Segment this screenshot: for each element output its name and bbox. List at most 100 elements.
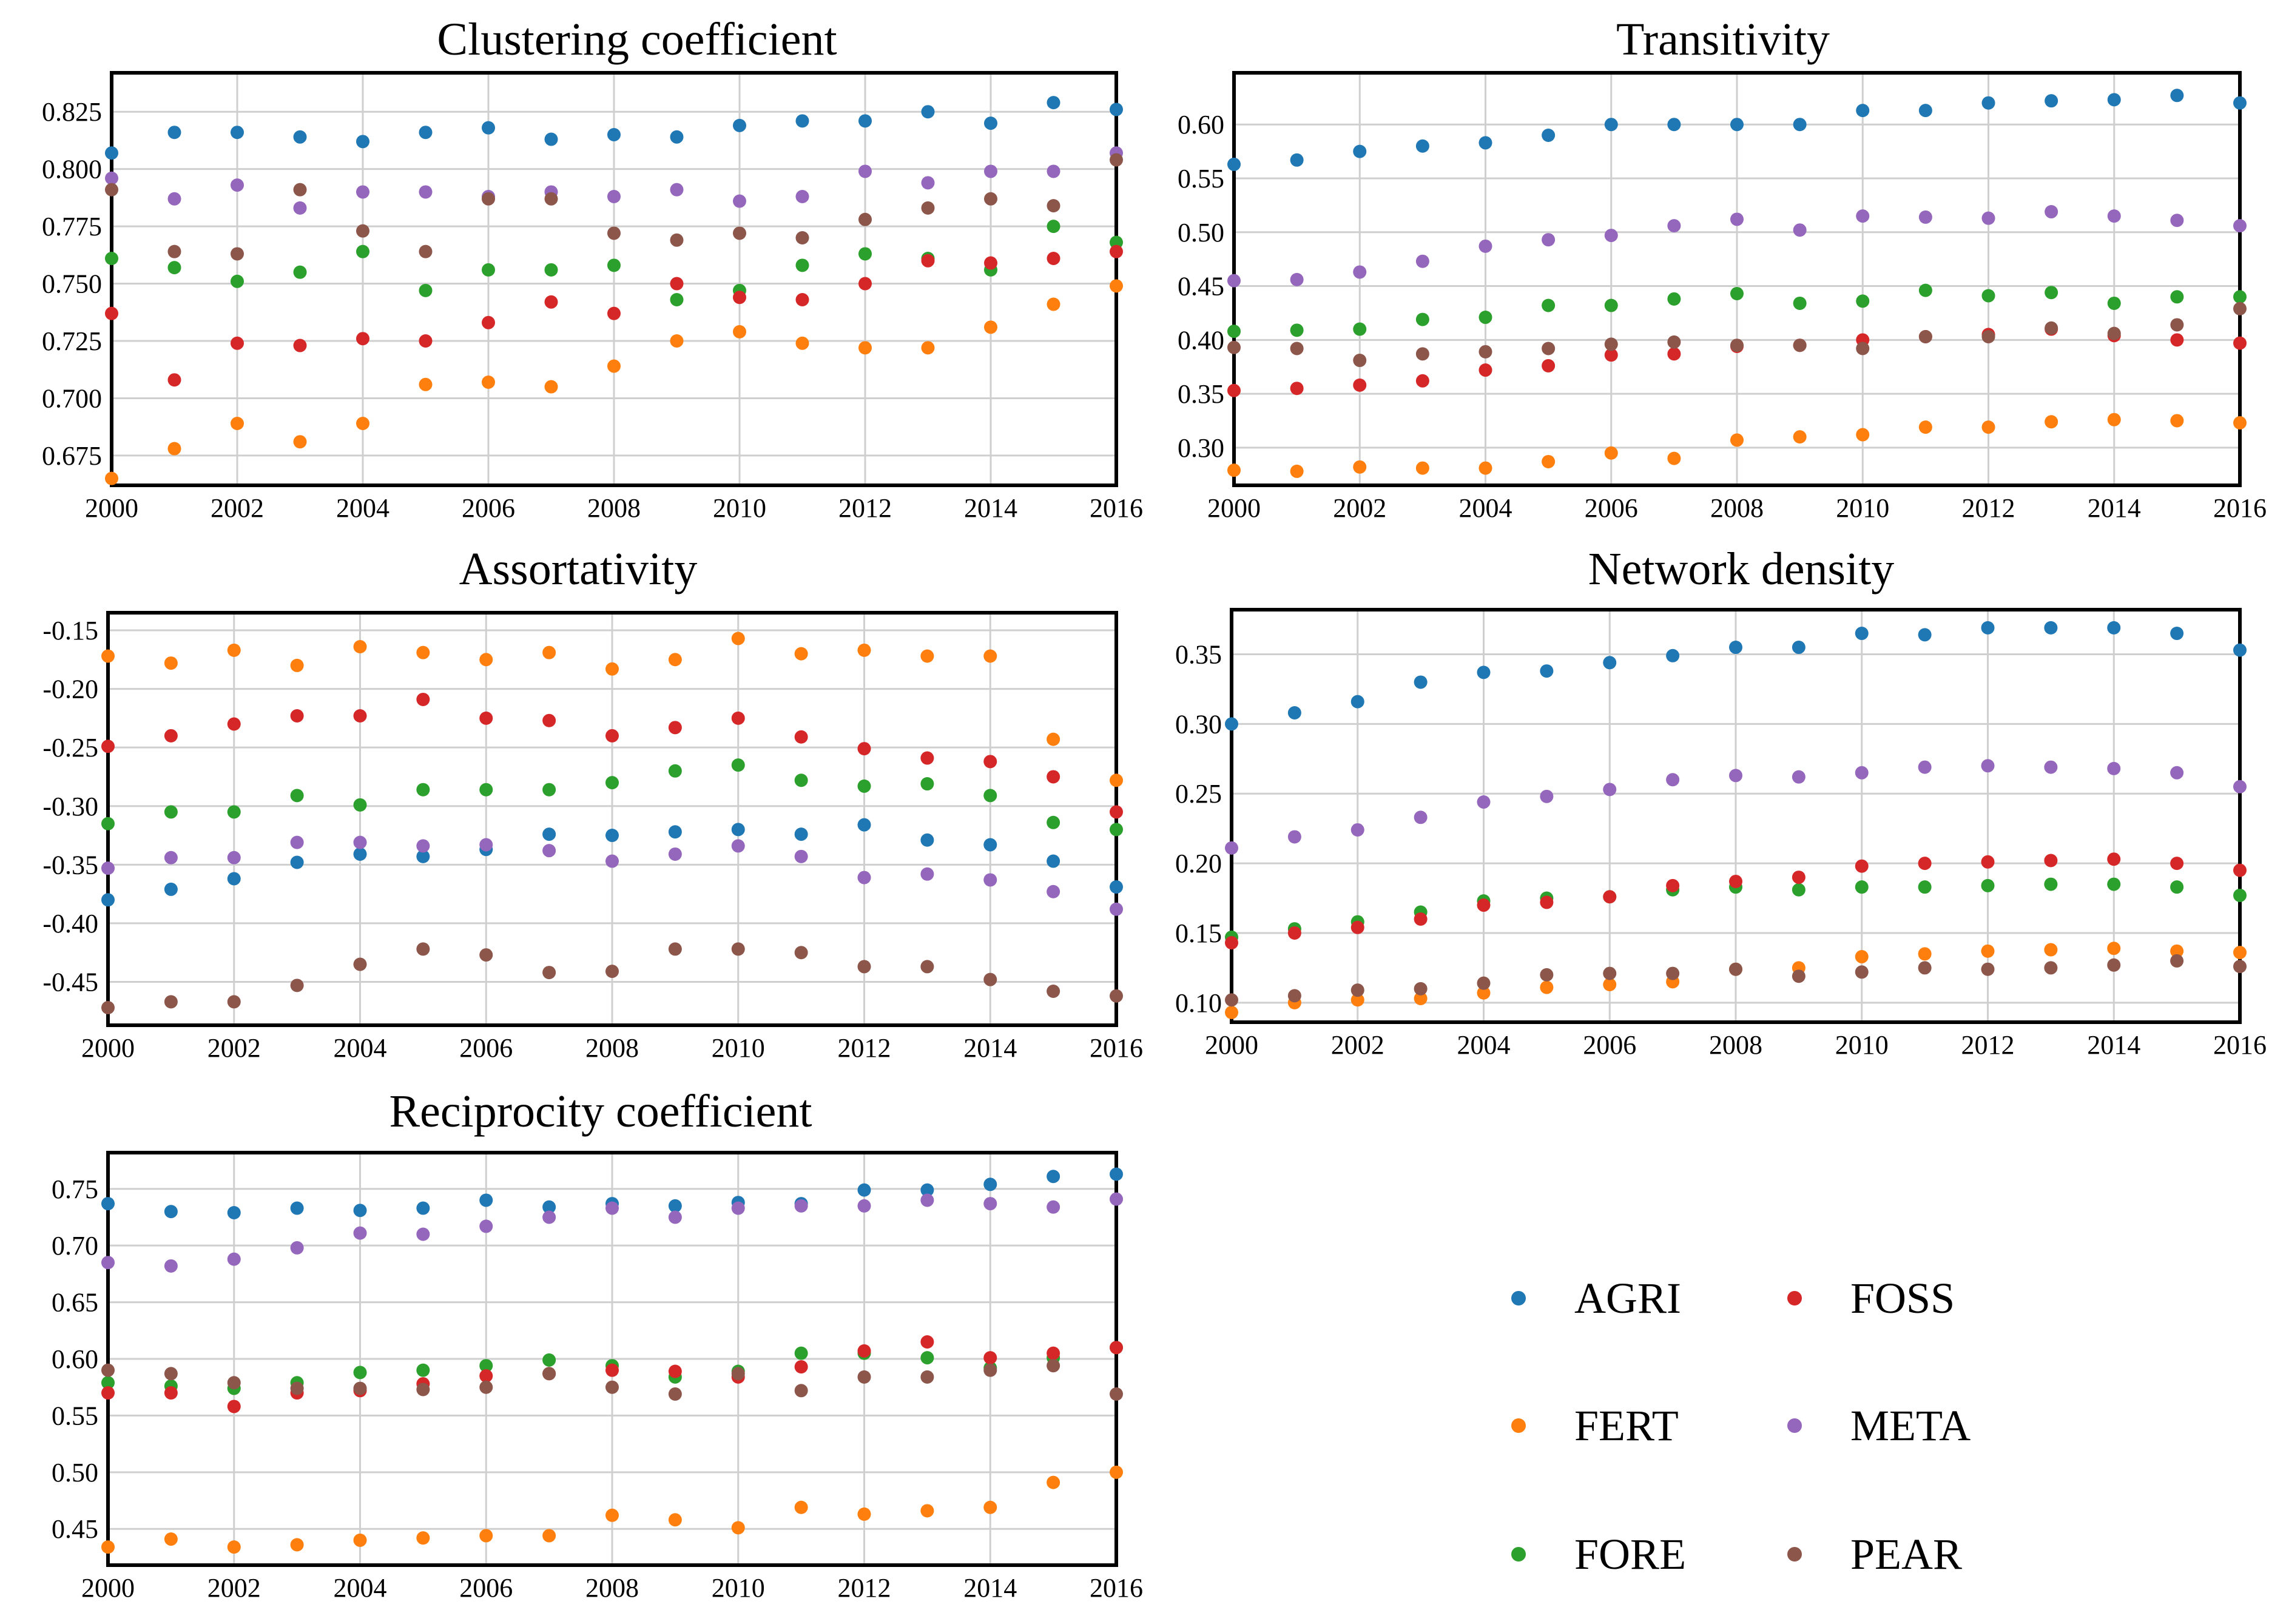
data-point-fert [416,1531,430,1545]
data-point-meta [1667,219,1681,233]
plot-frame [1230,608,2242,1024]
data-point-meta [1542,233,1556,247]
data-point-fore [1604,298,1618,312]
legend: AGRI FOSS FERT META FORE PEAR [1511,1274,1971,1579]
y-tick-label: -0.35 [42,850,98,880]
data-point-foss [1604,348,1618,362]
data-point-pear [1918,329,1932,343]
legend-marker [1511,1547,1526,1562]
x-tick-label: 2000 [81,1033,135,1063]
data-point-pear [731,942,745,956]
data-point-foss [1353,378,1367,392]
data-point-agri [290,1201,304,1215]
data-point-fore [227,805,241,819]
data-point-foss [1542,359,1556,372]
data-point-pear [1793,339,1807,352]
data-point-pear [353,957,367,971]
data-point-fore [1667,292,1681,306]
y-tick-label: 0.30 [1175,709,1222,739]
data-point-agri [1227,157,1241,171]
data-point-pear [1225,993,1238,1007]
data-point-fore [1227,325,1241,339]
data-point-fert [1047,1475,1060,1489]
panel-title-clustering-coefficient: Clustering coefficient [437,14,837,65]
y-tick-label: -0.30 [42,792,98,821]
data-point-pear [1110,153,1123,167]
x-tick-label: 2000 [81,1573,135,1603]
x-tick-label: 2014 [963,1033,1017,1063]
y-tick-label: 0.35 [1178,379,1224,409]
series-fert [101,632,1123,787]
data-point-agri [607,128,621,141]
data-point-meta [1287,830,1301,844]
data-point-fore [2045,286,2058,300]
data-point-meta [607,190,621,203]
data-point-fore [167,261,181,275]
y-tick-label: 0.20 [1175,849,1222,878]
data-point-foss [1477,898,1491,912]
data-point-foss [794,730,808,744]
data-point-pear [1477,976,1491,990]
data-point-foss [227,1400,241,1413]
series-meta [1225,759,2247,855]
data-point-pear [1981,962,1995,976]
data-point-fore [1918,283,1932,297]
y-tick-label: 0.15 [1175,918,1222,948]
data-point-fore [1855,880,1869,894]
data-point-pear [231,247,244,261]
data-point-foss [1110,244,1123,258]
data-point-meta [1110,1192,1123,1206]
data-point-agri [668,1199,682,1213]
data-point-agri [227,1206,241,1220]
data-point-agri [416,849,430,863]
data-point-foss [920,751,934,765]
series-meta [101,835,1123,916]
y-tick-label: 0.675 [42,441,102,471]
data-point-meta [733,194,746,208]
data-point-pear [1918,961,1932,975]
data-point-agri [1793,118,1807,132]
data-point-fert [1414,991,1428,1005]
data-point-meta [795,190,809,203]
panel-transitivity: Transitivity 2000 2002 2004 2006 2008 2010 2012… [1178,14,2267,523]
data-point-agri [857,818,871,832]
data-point-agri [794,827,808,841]
data-point-meta [2233,780,2247,793]
data-point-fert [1225,1005,1238,1019]
data-point-pear [858,212,872,226]
data-point-fert [2107,942,2121,955]
series-fert [1227,413,2247,478]
data-point-meta [231,178,244,192]
legend-label: AGRI [1574,1274,1681,1322]
data-point-meta [290,1241,304,1255]
data-point-pear [1047,1359,1060,1373]
data-point-fore [2107,877,2121,891]
y-tick-label: 0.30 [1178,433,1224,463]
x-tick-label: 2016 [1090,1033,1143,1063]
data-point-fert [605,662,619,676]
data-point-foss [795,293,809,306]
data-point-meta [984,164,997,178]
data-point-agri [1666,649,1680,662]
data-point-foss [2170,857,2184,871]
data-point-fore [1478,311,1492,325]
data-point-foss [1350,920,1364,934]
data-point-fert [1047,297,1060,311]
x-tick-label: 2014 [2087,1030,2140,1060]
data-point-fert [1667,451,1681,465]
data-point-meta [164,1259,178,1273]
data-point-meta [605,1201,619,1215]
data-point-meta [1478,239,1492,253]
data-point-fert [1353,460,1367,474]
x-tick-label: 2004 [334,1573,387,1603]
legend-label: PEAR [1850,1530,1962,1579]
data-point-pear [542,1367,556,1381]
data-point-meta [1225,841,1238,855]
data-point-fore [731,758,745,772]
data-point-fert [2044,943,2058,957]
data-point-meta [101,1256,115,1270]
data-point-meta [1730,212,1744,226]
x-tick-label: 2014 [2088,493,2141,523]
data-point-agri [1287,706,1301,719]
data-point-agri [353,847,367,861]
